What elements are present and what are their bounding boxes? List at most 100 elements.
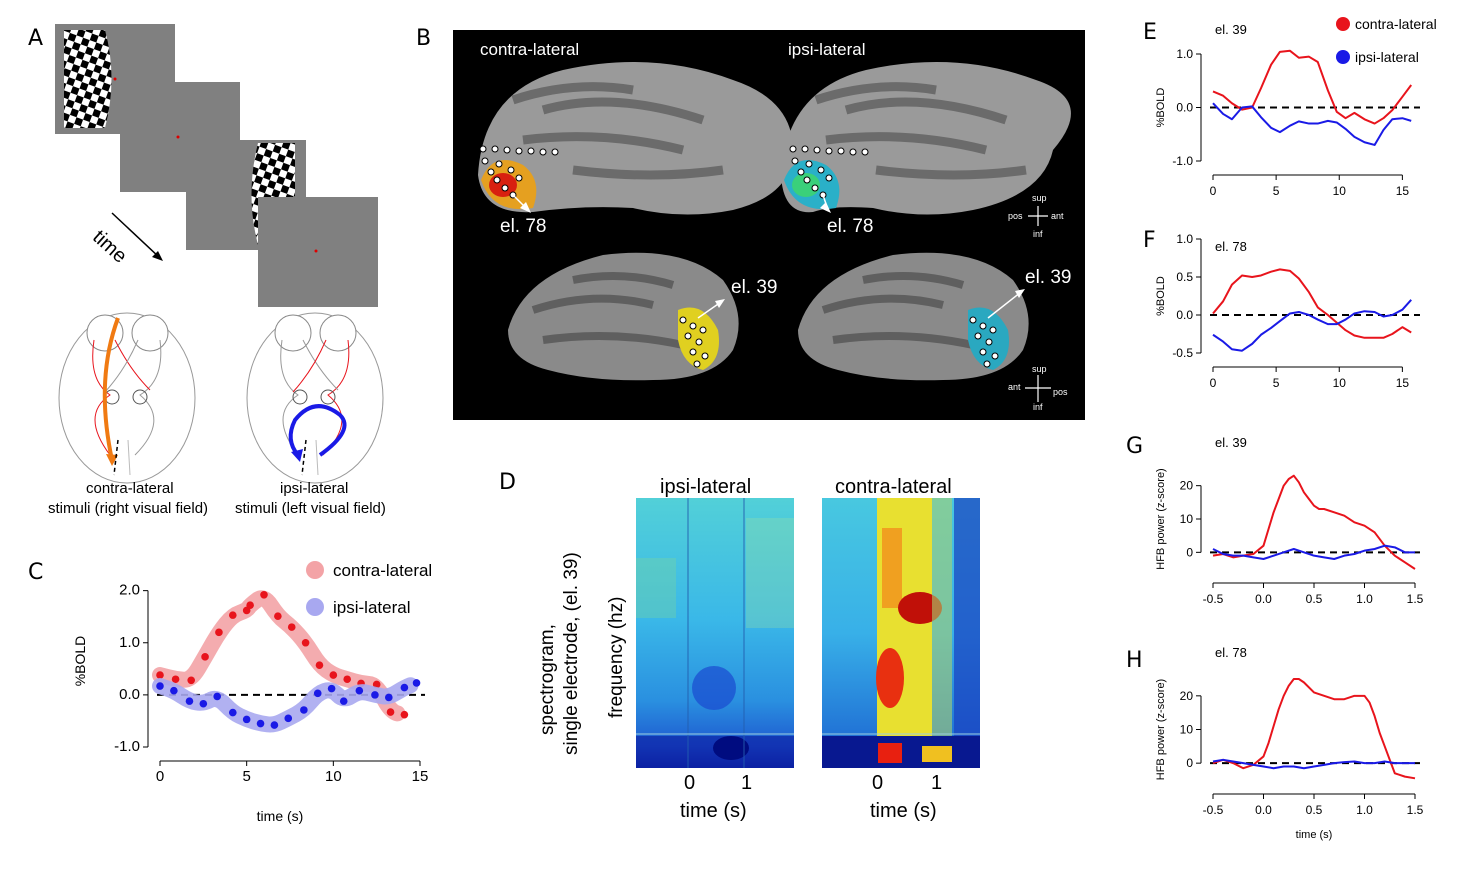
electrode-annotation: el. 39 [1215,435,1247,450]
panel-label-a: A [28,26,44,51]
panel-label-f: F [1143,228,1156,253]
confidence-band-contra [152,590,406,722]
orientation-cross-bottom [1025,375,1051,402]
data-point-ipsi [371,691,379,699]
orient-top-ant: ant [1051,211,1064,221]
orient-bottom-sup: sup [1032,364,1047,374]
data-point-contra [274,612,282,620]
x-tick-label: 0.5 [1306,803,1323,817]
legend-marker-contra [1336,17,1350,31]
y-tick-label: 0 [1186,545,1193,559]
brain-lateral-contra [508,252,739,381]
visual-pathway-ipsi [246,312,384,484]
d-ipsi-xtick-0: 0 [684,772,696,794]
x-tick-label: 15 [1396,376,1410,390]
d-ipsi-xtick-1: 1 [741,772,753,794]
orient-bottom-ant: ant [1008,382,1021,392]
y-tick-label: -1.0 [114,738,140,755]
data-point-ipsi [339,697,348,705]
y-tick-label: 0.5 [1176,270,1193,284]
chart-e-bold-el39: 1.0 0.0 -1.0 0 5 10 15 %BOLD el. 39 contra-latera… [1155,16,1437,198]
x-tick-label: 5 [242,768,250,785]
data-point-ipsi [400,683,409,692]
x-tick-label: -0.5 [1203,803,1224,817]
b-ipsi-title: ipsi-lateral [788,40,866,59]
time-arrow [111,212,161,259]
data-point-ipsi [412,679,421,687]
y-axis-label: HFB power (z-score) [1155,468,1167,569]
x-tick-label: 1.5 [1407,803,1424,817]
x-tick-label: 5 [1273,376,1280,390]
b-el78-left: el. 78 [500,216,547,237]
caption-ipsi-line1: ipsi-lateral [280,480,349,497]
x-tick-label: 0.0 [1255,592,1272,606]
y-tick-label: 1.0 [119,634,140,651]
data-point-contra [343,675,352,684]
panel-label-h: H [1126,648,1143,673]
data-point-contra [329,671,338,679]
d-contra-xtick-1: 1 [931,772,943,794]
caption-ipsi-line2: stimuli (left visual field) [235,500,386,517]
chart-h-hfb-el78: 20 10 0 -0.5 0.0 0.5 1.0 1.5 HFB power (z-score)… [1155,645,1424,841]
legend-label-ipsi: ipsi-lateral [1355,49,1419,65]
orientation-cross-top [1028,206,1048,226]
x-tick-label: 15 [412,768,429,785]
orient-top-pos: pos [1008,211,1023,221]
chart-g-hfb-el39: 20 10 0 -0.5 0.0 0.5 1.0 1.5 HFB power (z-score)… [1155,435,1424,606]
y-tick-label: 20 [1180,479,1194,493]
x-tick-label: 10 [1333,184,1347,198]
y-axis-label: HFB power (z-score) [1155,679,1167,780]
data-point-ipsi [213,692,221,701]
series-line-ipsi [1212,102,1412,146]
chart-c-bold-timecourse: 2.0 1.0 0.0 -1.0 0 5 10 15 %BOLD time (s) contra-l… [72,561,432,824]
x-tick-label: 0 [156,768,164,785]
x-tick-label: 1.0 [1356,803,1373,817]
data-point-ipsi [385,693,393,702]
data-point-contra [187,676,195,685]
x-tick-label: 1.5 [1407,592,1424,606]
legend-label-contra: contra-lateral [333,561,432,580]
data-point-ipsi [327,684,336,693]
b-el39-left: el. 39 [731,277,778,298]
data-point-contra [301,638,310,647]
brain-medial-ipsi [781,62,1071,215]
y-tick-label: -1.0 [1172,154,1193,168]
data-point-ipsi [300,706,308,714]
electrode-annotation: el. 78 [1215,239,1247,254]
y-tick-label: 0.0 [119,686,140,703]
data-point-contra [156,671,164,679]
legend-marker-contra [306,561,324,579]
x-axis-label: time (s) [1296,829,1333,841]
d-contra-xtick-0: 0 [872,772,884,794]
x-tick-label: 10 [1333,376,1347,390]
orient-bottom-inf: inf [1033,402,1043,412]
panel-label-c: C [28,560,44,585]
data-point-ipsi [256,719,265,728]
y-axis-label: %BOLD [1155,276,1167,316]
y-tick-label: 1.0 [1176,47,1193,61]
x-tick-label: 0.0 [1255,803,1272,817]
x-tick-label: 10 [325,768,342,785]
chart-f-bold-el78: 1.0 0.5 0.0 -0.5 0 5 10 15 %BOLD el. 78 [1155,232,1420,390]
panel-b-brain-maps [453,30,1085,420]
x-tick-label: 5 [1273,184,1280,198]
orient-top-inf: inf [1033,229,1043,239]
d-contra-title: contra-lateral [835,476,952,498]
stimulus-frame-4 [258,197,378,307]
panel-label-g: G [1126,434,1144,459]
data-point-ipsi [284,714,293,723]
x-tick-label: -0.5 [1203,592,1224,606]
series-line-contra [1212,268,1412,339]
caption-contra-line2: stimuli (right visual field) [48,500,209,517]
d-ylabel-line1: spectrogram, [537,624,558,735]
x-tick-label: 0 [1210,376,1217,390]
series-line-contra [1212,678,1416,780]
data-point-contra [315,661,324,669]
y-axis-label: %BOLD [72,636,88,687]
data-point-contra [287,623,296,631]
x-tick-label: 15 [1396,184,1410,198]
y-tick-label: -0.5 [1172,346,1193,360]
data-point-contra [400,710,409,719]
electrode-annotation: el. 78 [1215,645,1247,660]
y-tick-label: 10 [1180,723,1194,737]
